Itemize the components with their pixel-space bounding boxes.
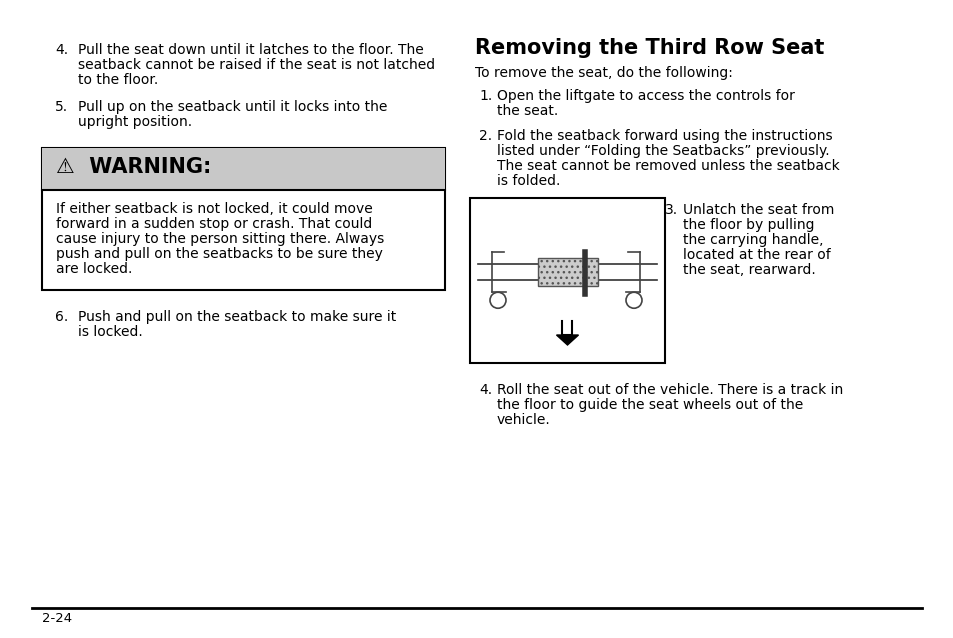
Text: 2.: 2. [478, 129, 492, 143]
Text: Removing the Third Row Seat: Removing the Third Row Seat [475, 38, 823, 58]
Text: the seat.: the seat. [497, 104, 558, 118]
Text: push and pull on the seatbacks to be sure they: push and pull on the seatbacks to be sur… [56, 247, 382, 261]
Text: 3.: 3. [664, 203, 678, 217]
Text: Open the liftgate to access the controls for: Open the liftgate to access the controls… [497, 89, 794, 103]
Text: Pull the seat down until it latches to the floor. The: Pull the seat down until it latches to t… [78, 43, 423, 57]
Text: Roll the seat out of the vehicle. There is a track in: Roll the seat out of the vehicle. There … [497, 383, 842, 397]
Text: the seat, rearward.: the seat, rearward. [682, 263, 815, 277]
Text: is locked.: is locked. [78, 325, 143, 339]
Text: If either seatback is not locked, it could move: If either seatback is not locked, it cou… [56, 202, 373, 216]
Text: is folded.: is folded. [497, 174, 559, 188]
Text: 4.: 4. [55, 43, 68, 57]
Text: ⚠  WARNING:: ⚠ WARNING: [56, 157, 212, 177]
Text: 6.: 6. [55, 310, 69, 324]
Text: Pull up on the seatback until it locks into the: Pull up on the seatback until it locks i… [78, 100, 387, 114]
Text: located at the rear of: located at the rear of [682, 248, 830, 262]
Text: 5.: 5. [55, 100, 68, 114]
Polygon shape [556, 335, 578, 345]
Text: Unlatch the seat from: Unlatch the seat from [682, 203, 834, 217]
Text: to the floor.: to the floor. [78, 73, 158, 87]
Bar [42, 148, 444, 190]
Text: Fold the seatback forward using the instructions: Fold the seatback forward using the inst… [497, 129, 832, 143]
Bar [42, 148, 444, 290]
Text: upright position.: upright position. [78, 115, 192, 129]
Text: the carrying handle,: the carrying handle, [682, 233, 822, 247]
Text: 1.: 1. [478, 89, 492, 103]
Text: forward in a sudden stop or crash. That could: forward in a sudden stop or crash. That … [56, 217, 372, 231]
Text: are locked.: are locked. [56, 262, 132, 276]
Text: the floor by pulling: the floor by pulling [682, 218, 814, 232]
Text: cause injury to the person sitting there. Always: cause injury to the person sitting there… [56, 232, 384, 246]
Text: 2-24: 2-24 [42, 612, 72, 625]
Text: listed under “Folding the Seatbacks” previously.: listed under “Folding the Seatbacks” pre… [497, 144, 829, 158]
Bar [470, 198, 664, 363]
Text: vehicle.: vehicle. [497, 413, 550, 427]
Text: 4.: 4. [478, 383, 492, 397]
Text: The seat cannot be removed unless the seatback: The seat cannot be removed unless the se… [497, 159, 839, 173]
Text: seatback cannot be raised if the seat is not latched: seatback cannot be raised if the seat is… [78, 58, 435, 72]
Text: Push and pull on the seatback to make sure it: Push and pull on the seatback to make su… [78, 310, 395, 324]
Bar [537, 258, 598, 286]
Text: the floor to guide the seat wheels out of the: the floor to guide the seat wheels out o… [497, 398, 802, 412]
Text: To remove the seat, do the following:: To remove the seat, do the following: [475, 66, 732, 80]
